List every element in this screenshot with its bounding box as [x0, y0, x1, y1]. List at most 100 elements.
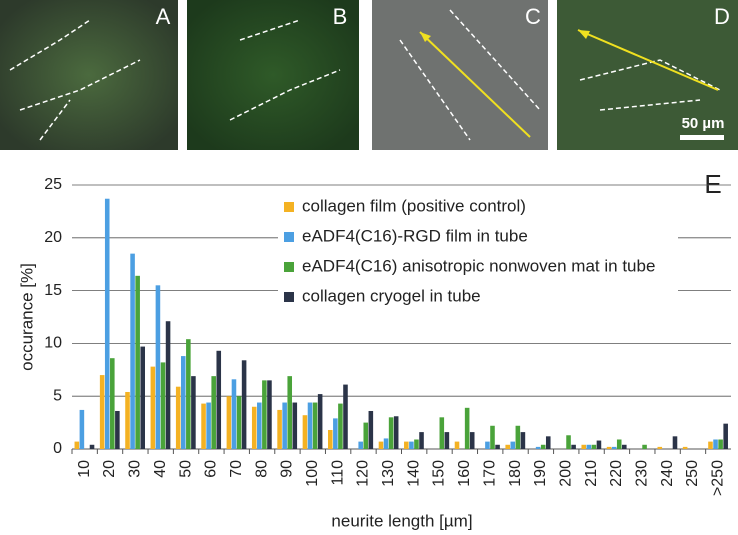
panel-image	[187, 0, 359, 150]
bar	[257, 402, 262, 449]
x-tick-label: 160	[456, 460, 473, 487]
legend-label: collagen film (positive control)	[302, 196, 526, 215]
y-tick-label: 0	[53, 440, 62, 457]
x-axis-label: neurite length [µm]	[331, 511, 472, 530]
bar	[622, 444, 627, 449]
bar	[267, 380, 272, 449]
bar	[231, 379, 237, 449]
bar	[262, 380, 267, 449]
trace-lines	[9, 9, 721, 141]
bar	[115, 410, 120, 449]
x-tick-label: 50	[177, 460, 194, 478]
bar	[388, 417, 394, 449]
x-tick-label: 90	[279, 460, 296, 478]
bar	[485, 441, 490, 449]
bar	[79, 409, 85, 449]
bar	[682, 446, 688, 449]
bar	[404, 441, 409, 449]
bar	[180, 356, 186, 449]
bar	[241, 360, 247, 449]
bar	[236, 396, 242, 449]
x-tick-label: 170	[481, 460, 498, 487]
x-tick-label: 210	[583, 460, 600, 487]
y-axis-label: occurance [%]	[17, 263, 36, 371]
bar	[616, 439, 622, 449]
panel-label: D	[714, 4, 730, 29]
y-tick-label: 25	[44, 176, 62, 193]
bar	[378, 441, 384, 449]
bar	[140, 346, 146, 449]
direction-arrow	[419, 31, 531, 138]
bar	[454, 441, 460, 449]
x-tick-label: 220	[608, 460, 625, 487]
y-tick-label: 15	[44, 282, 62, 299]
bar	[206, 402, 211, 449]
bar	[333, 418, 338, 449]
bar	[444, 432, 450, 449]
bar	[251, 406, 257, 449]
bar	[520, 432, 526, 449]
legend-label: eADF4(C16) anisotropic nonwoven mat in t…	[302, 256, 655, 275]
bar	[606, 446, 612, 449]
bar	[439, 417, 445, 449]
bar	[414, 439, 419, 449]
x-tick-label: 40	[152, 460, 169, 478]
bar	[277, 409, 282, 449]
x-tick-label: 120	[355, 460, 372, 487]
bar	[135, 275, 140, 449]
bar	[307, 402, 313, 449]
panels: A B C D 50 µm	[0, 0, 738, 150]
bar	[89, 444, 95, 449]
direction-arrow	[577, 29, 719, 91]
bar	[495, 444, 500, 449]
bar	[718, 439, 723, 449]
legend-box	[278, 192, 678, 310]
x-tick-label: 150	[431, 460, 448, 487]
y-tick-label: 10	[44, 335, 62, 352]
bar	[186, 339, 191, 449]
y-tick-label: 5	[53, 387, 62, 404]
bar	[368, 410, 374, 449]
panel-image	[557, 0, 738, 150]
bar	[165, 321, 171, 449]
x-tick-label: 10	[76, 460, 93, 478]
bar	[672, 436, 678, 449]
x-tick-label: 80	[253, 460, 270, 478]
legend-swatch	[284, 292, 294, 302]
bar	[312, 402, 318, 449]
bar	[490, 425, 495, 449]
bar	[545, 436, 551, 449]
panel-label: C	[525, 4, 541, 29]
x-tick-label: 30	[127, 460, 144, 478]
bar	[535, 446, 541, 449]
x-tick-label: 70	[228, 460, 245, 478]
bar	[611, 446, 617, 449]
bar	[581, 444, 587, 449]
x-tick-label: 130	[380, 460, 397, 487]
bar	[591, 444, 597, 449]
bar	[464, 407, 470, 449]
x-tick-label: 140	[405, 460, 422, 487]
bar	[393, 416, 399, 449]
panel-image	[0, 0, 178, 150]
bar	[317, 394, 323, 449]
bar	[343, 384, 348, 449]
bar	[363, 422, 369, 449]
bar	[292, 402, 298, 449]
bar	[155, 285, 161, 449]
legend-label: eADF4(C16)-RGD film in tube	[302, 226, 528, 245]
bar	[226, 396, 232, 449]
bar	[505, 444, 510, 449]
bar	[211, 376, 216, 449]
bar	[130, 253, 135, 449]
panel-label: B	[333, 4, 348, 29]
bar	[469, 432, 475, 449]
x-tick-label: 240	[659, 460, 676, 487]
scale-bar	[680, 135, 724, 140]
bar	[596, 440, 602, 449]
bar	[358, 441, 363, 449]
bar	[657, 446, 663, 449]
arrow-head	[420, 32, 431, 42]
bar	[566, 435, 571, 449]
bar	[723, 423, 728, 449]
